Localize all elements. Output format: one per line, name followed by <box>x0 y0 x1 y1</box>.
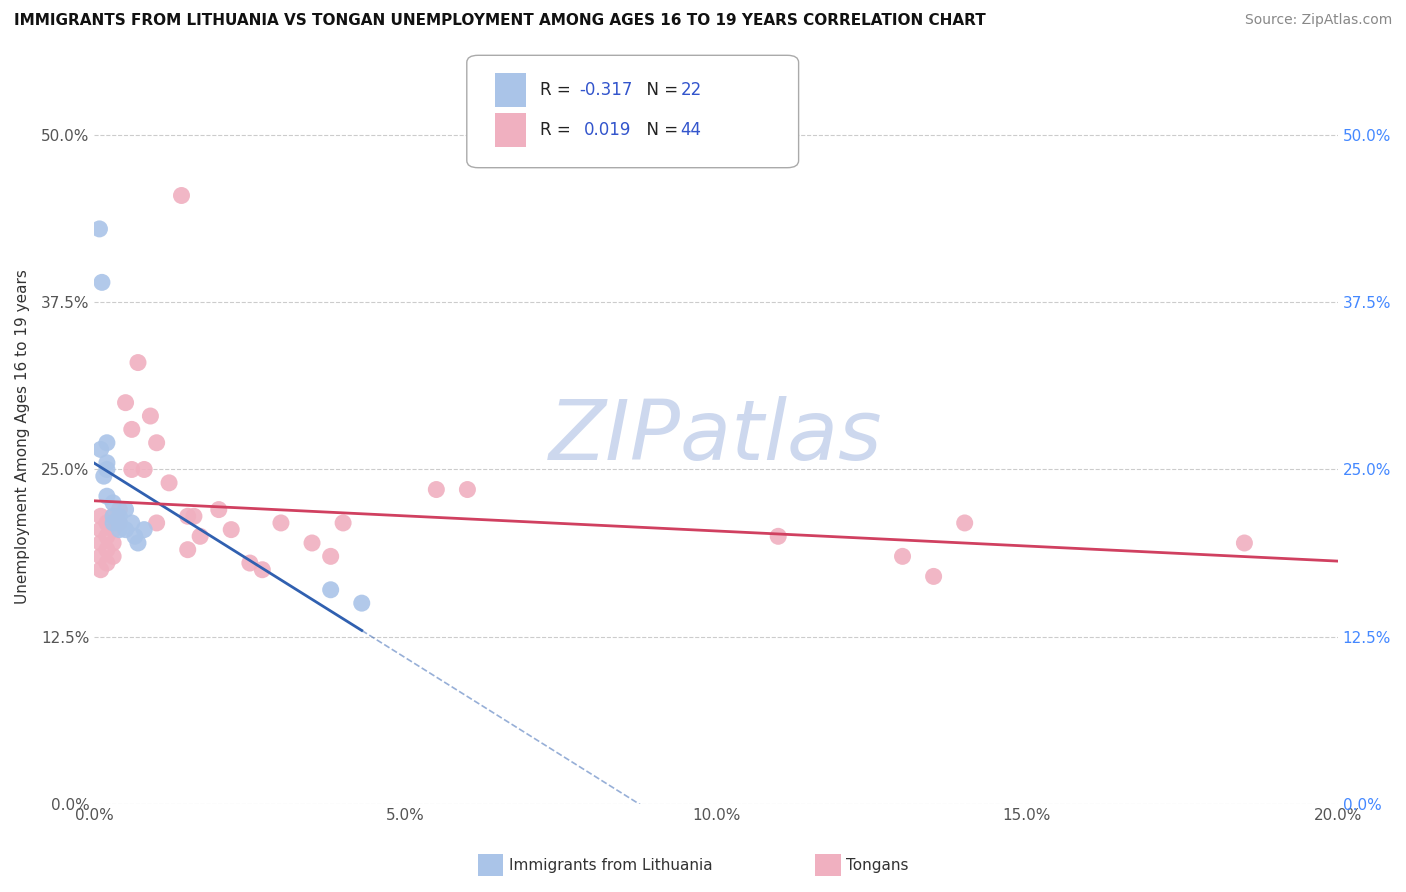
Text: ZIPatlas: ZIPatlas <box>550 395 883 476</box>
Point <box>177 542 200 557</box>
Text: R =: R = <box>540 121 581 139</box>
Point <box>177 509 200 524</box>
Point <box>101 516 124 530</box>
Point <box>101 523 124 537</box>
Point <box>114 395 136 409</box>
Point <box>101 509 124 524</box>
Point <box>108 509 131 524</box>
Point <box>121 462 143 476</box>
Point <box>121 516 143 530</box>
Point <box>134 462 156 476</box>
Point <box>456 483 478 497</box>
Point <box>766 529 789 543</box>
Point <box>114 502 136 516</box>
Point <box>239 556 262 570</box>
Text: R =: R = <box>540 81 576 99</box>
Point <box>96 435 118 450</box>
Text: 0.019: 0.019 <box>583 121 631 139</box>
Point <box>108 516 131 530</box>
Text: N =: N = <box>636 121 683 139</box>
Point <box>127 355 149 369</box>
Point <box>96 556 118 570</box>
Point <box>350 596 373 610</box>
Point <box>319 549 342 564</box>
Text: -0.317: -0.317 <box>579 81 633 99</box>
Point <box>90 276 112 290</box>
Point <box>96 529 118 543</box>
Point <box>108 523 131 537</box>
Point <box>134 523 156 537</box>
Point <box>90 442 112 457</box>
Point <box>90 536 112 550</box>
Point <box>96 456 118 470</box>
Y-axis label: Unemployment Among Ages 16 to 19 years: Unemployment Among Ages 16 to 19 years <box>15 268 30 604</box>
Point <box>922 569 945 583</box>
Point <box>219 523 242 537</box>
Point <box>1233 536 1256 550</box>
Point <box>188 529 211 543</box>
Point <box>252 563 274 577</box>
Text: 44: 44 <box>681 121 702 139</box>
Point <box>90 509 112 524</box>
Point <box>90 549 112 564</box>
Point <box>108 502 131 516</box>
Point <box>425 483 447 497</box>
Text: Tongans: Tongans <box>846 858 908 872</box>
Point <box>183 509 205 524</box>
Point <box>96 462 118 476</box>
Point <box>101 496 124 510</box>
Text: N =: N = <box>636 81 683 99</box>
Point <box>145 435 167 450</box>
Point <box>101 509 124 524</box>
Point <box>170 188 193 202</box>
Point <box>89 222 111 236</box>
Point <box>157 475 180 490</box>
Point <box>139 409 162 423</box>
Point <box>96 489 118 503</box>
Point <box>93 469 115 483</box>
Point <box>114 523 136 537</box>
Point <box>301 536 323 550</box>
Text: 22: 22 <box>681 81 702 99</box>
Point <box>891 549 914 564</box>
Point <box>101 536 124 550</box>
Point <box>121 422 143 436</box>
Text: Immigrants from Lithuania: Immigrants from Lithuania <box>509 858 713 872</box>
Point <box>90 563 112 577</box>
Point <box>953 516 976 530</box>
Point <box>90 523 112 537</box>
Point <box>96 516 118 530</box>
Text: Source: ZipAtlas.com: Source: ZipAtlas.com <box>1244 13 1392 28</box>
Point <box>96 542 118 557</box>
Text: IMMIGRANTS FROM LITHUANIA VS TONGAN UNEMPLOYMENT AMONG AGES 16 TO 19 YEARS CORRE: IMMIGRANTS FROM LITHUANIA VS TONGAN UNEM… <box>14 13 986 29</box>
Point <box>332 516 354 530</box>
Point <box>101 549 124 564</box>
Point <box>127 536 149 550</box>
Point <box>319 582 342 597</box>
Point <box>124 529 146 543</box>
Point <box>270 516 292 530</box>
Point <box>108 516 131 530</box>
Point <box>208 502 231 516</box>
Point <box>145 516 167 530</box>
